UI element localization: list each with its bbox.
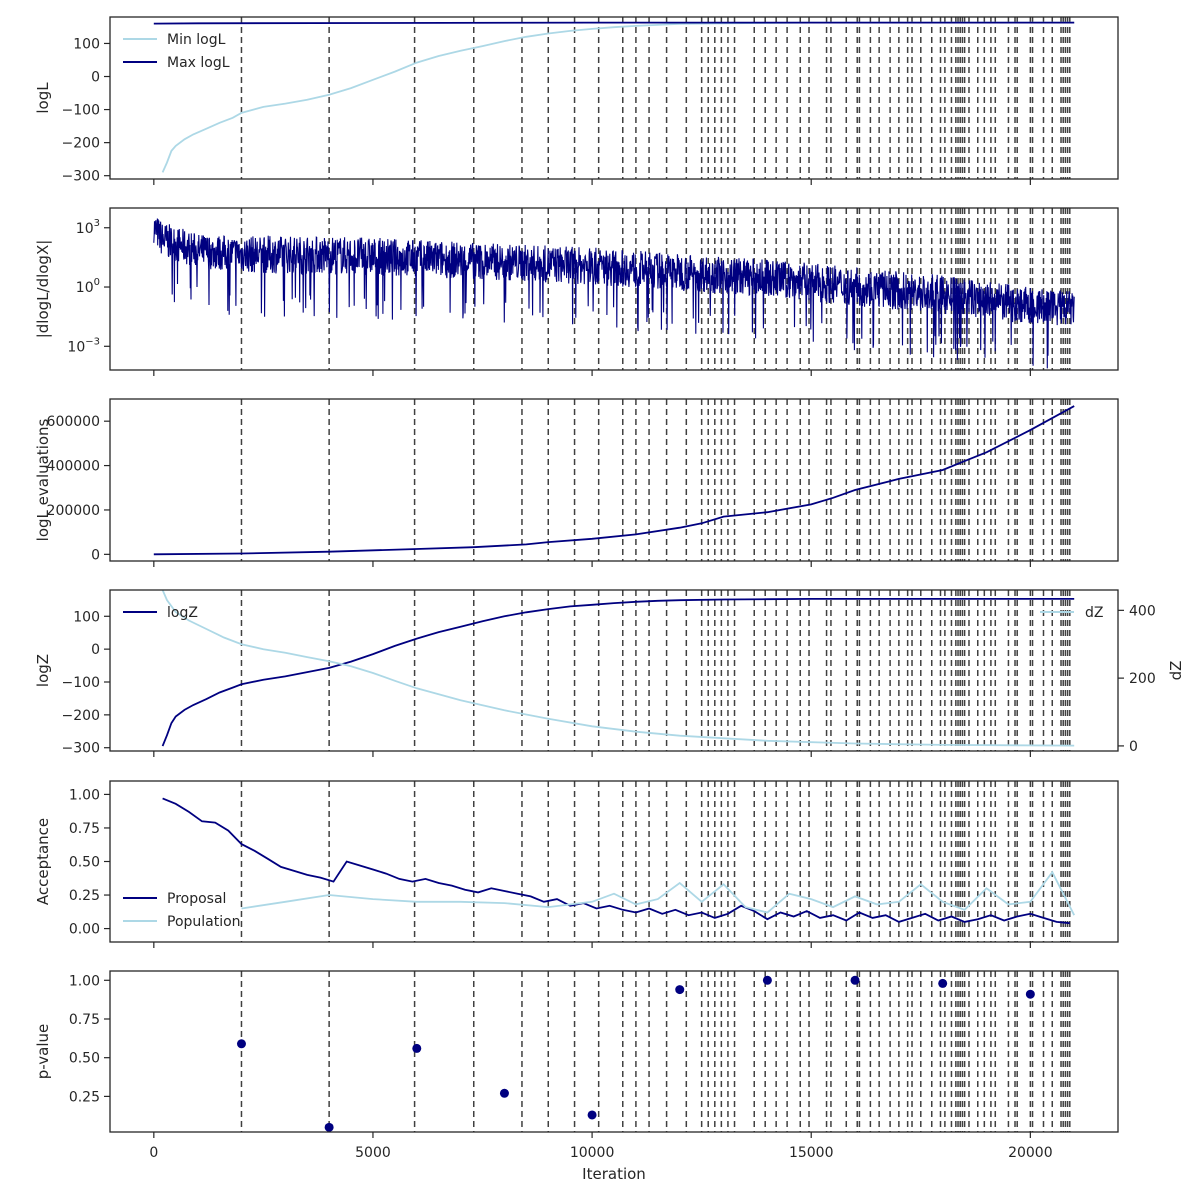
y-tick-label: 0 — [91, 547, 100, 563]
panel-6: 0 5000 10000 15000 20000 1.00 0.75 0.50 0.25 p-va… — [34, 970, 1119, 1183]
legend-entry: dZ — [1040, 605, 1103, 621]
y-tick-base: 10 — [76, 221, 94, 237]
series-line — [161, 590, 1075, 747]
series-line — [153, 405, 1075, 556]
y-axis-label: p-value — [34, 1024, 52, 1080]
legend-label: dZ — [1085, 605, 1103, 621]
panel-1: 100 0 −100 −200 −300 logL Min logL Max logL — [34, 16, 1119, 185]
x-axis-label: Iteration — [582, 1165, 646, 1183]
legend-label: Max logL — [167, 55, 230, 71]
plot-area — [162, 781, 1076, 942]
y2-axis-label: dZ — [1167, 661, 1185, 681]
y-tick-label: 0 — [91, 642, 100, 658]
legend-label: Proposal — [167, 891, 226, 907]
plot-area — [153, 208, 1075, 370]
y-axis-label: logL — [34, 82, 52, 114]
y-tick-label: −200 — [62, 708, 100, 724]
data-point — [499, 1088, 509, 1098]
panel-3: 600000 400000 200000 0 logL evaluations — [34, 398, 1119, 567]
y-tick-label: 10−3 — [67, 336, 100, 355]
panel-5: 1.00 0.75 0.50 0.25 0.00 Acceptance Proposal Po… — [34, 780, 1119, 948]
y-tick-label: −300 — [62, 741, 100, 757]
y-axis-label: logZ — [34, 654, 52, 687]
legend-entry: Population — [123, 914, 241, 930]
y-tick-base: 10 — [67, 339, 85, 355]
data-point — [850, 975, 860, 985]
data-point — [675, 985, 685, 995]
axes-frame — [109, 970, 1119, 1133]
y-tick-label: 0.50 — [69, 1051, 100, 1067]
panel-4: 100 0 −100 −200 −300 400 200 0 dZ logZ logZ dZ — [34, 589, 1185, 757]
x-tick-label: 0 — [149, 1145, 158, 1161]
series-line — [162, 797, 1070, 925]
legend-entry: logZ — [123, 605, 198, 621]
x-tick-label: 20000 — [1008, 1145, 1053, 1161]
legend-entry: Min logL — [123, 32, 226, 48]
data-point — [236, 1039, 246, 1049]
series-line — [161, 21, 1075, 173]
y-tick-label: 200000 — [47, 503, 100, 519]
series-line — [153, 21, 1075, 25]
y-axis-label: |dlogL/dlogX| — [34, 240, 52, 339]
y-tick-label: −100 — [62, 675, 100, 691]
legend-label: logZ — [167, 605, 198, 621]
y-tick-label: 100 — [76, 277, 100, 296]
y-tick-label: 100 — [73, 609, 100, 625]
plot-area — [153, 17, 1075, 179]
axes-frame — [109, 589, 1119, 752]
y-tick-label: 1.00 — [69, 973, 100, 989]
axes-frame — [109, 780, 1119, 943]
series-line — [241, 870, 1076, 916]
y-tick-exponent: 0 — [94, 277, 100, 288]
plot-area — [236, 971, 1071, 1132]
data-point — [938, 978, 948, 988]
axes-frame — [109, 207, 1119, 371]
y-tick-label: −300 — [62, 169, 100, 185]
axes-frame — [109, 398, 1119, 562]
y-tick-label: 600000 — [47, 414, 100, 430]
y-tick-label: −100 — [62, 103, 100, 119]
data-point — [1025, 989, 1035, 999]
y-tick-base: 10 — [76, 280, 94, 296]
legend-entry: Max logL — [123, 55, 230, 71]
y2-tick-label: 0 — [1129, 739, 1138, 755]
plot-area — [161, 590, 1075, 751]
legend-entry: Proposal — [123, 891, 226, 907]
y-tick-exponent: 3 — [94, 218, 100, 229]
y-tick-label: 0.75 — [69, 1012, 100, 1028]
y-axis-label: logL evaluations — [34, 418, 52, 541]
y-tick-label: 0.50 — [69, 855, 100, 871]
x-tick-label: 5000 — [355, 1145, 391, 1161]
y-tick-label: 0.75 — [69, 821, 100, 837]
y2-tick-label: 200 — [1129, 671, 1156, 687]
y-tick-label: 0.00 — [69, 922, 100, 938]
x-tick-label: 15000 — [789, 1145, 834, 1161]
y-axis-label: Acceptance — [34, 818, 52, 905]
y2-tick-label: 400 — [1129, 603, 1156, 619]
y-tick-exponent: −3 — [85, 336, 100, 347]
data-point — [587, 1110, 597, 1120]
y-tick-label: −200 — [62, 136, 100, 152]
data-point — [762, 975, 772, 985]
series-line — [153, 218, 1075, 369]
y-tick-label: 0.25 — [69, 888, 100, 904]
y-tick-label: 0.25 — [69, 1089, 100, 1105]
y-tick-label: 400000 — [47, 459, 100, 475]
data-point — [412, 1043, 422, 1053]
y-tick-label: 103 — [76, 218, 100, 237]
y-tick-label: 100 — [73, 36, 100, 52]
series-line — [161, 598, 1075, 747]
plot-area — [153, 399, 1075, 561]
legend-label: Min logL — [167, 32, 226, 48]
y-tick-label: 1.00 — [69, 787, 100, 803]
legend-label: Population — [167, 914, 241, 930]
y-tick-label: 0 — [91, 70, 100, 86]
data-point — [324, 1122, 334, 1132]
axes-frame — [109, 16, 1119, 180]
x-tick-label: 10000 — [570, 1145, 615, 1161]
